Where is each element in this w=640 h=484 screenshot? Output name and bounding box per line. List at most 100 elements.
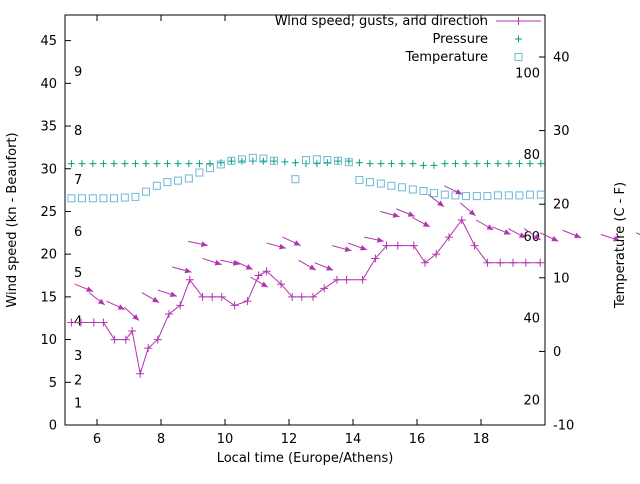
temperature-marker bbox=[131, 192, 140, 201]
pressure-marker bbox=[430, 161, 438, 169]
pressure-marker bbox=[78, 160, 86, 168]
beaufort-scale-label: 9 bbox=[74, 65, 82, 80]
pressure-marker bbox=[313, 160, 321, 168]
wind-direction-arrowhead bbox=[245, 264, 253, 270]
pressure-marker bbox=[238, 157, 246, 165]
wind-speed-marker bbox=[470, 241, 479, 250]
x-tick-label: 6 bbox=[93, 432, 101, 447]
wind-speed-marker bbox=[445, 233, 453, 242]
wind-speed-marker bbox=[297, 292, 306, 301]
legend-label-wind: Wind speed, gusts, and direction bbox=[275, 14, 488, 29]
temperature-marker bbox=[323, 156, 332, 165]
temperature-marker bbox=[216, 160, 225, 169]
wind-speed-marker bbox=[536, 258, 545, 267]
wind-speed-marker bbox=[262, 267, 271, 276]
x-tick-label: 12 bbox=[281, 432, 298, 447]
wind-speed-marker bbox=[185, 275, 194, 284]
pressure-marker bbox=[89, 160, 97, 168]
x-axis-label: Local time (Europe/Athens) bbox=[217, 451, 394, 466]
temperature-marker bbox=[77, 194, 86, 203]
temperature-marker bbox=[483, 192, 492, 201]
legend-sample-square bbox=[514, 53, 523, 61]
temperature-marker bbox=[451, 191, 460, 200]
wind-speed-marker bbox=[165, 309, 173, 318]
wind-speed-marker bbox=[254, 271, 263, 280]
pressure-marker bbox=[185, 160, 193, 168]
wind-direction-arrowhead bbox=[184, 267, 192, 274]
temperature-marker bbox=[152, 181, 161, 190]
wind-speed-marker bbox=[153, 335, 162, 344]
pressure-marker bbox=[99, 160, 107, 168]
wind-speed-marker bbox=[509, 258, 517, 267]
x-tick-label: 8 bbox=[157, 432, 165, 447]
wind-speed-marker bbox=[99, 318, 108, 327]
wind-direction-arrowhead bbox=[422, 221, 430, 227]
wind-speed-marker bbox=[243, 297, 252, 306]
x-tick-label: 16 bbox=[409, 432, 426, 447]
pressure-marker bbox=[473, 160, 481, 168]
temperature-marker bbox=[163, 178, 172, 187]
fahrenheit-scale-label: 80 bbox=[523, 148, 540, 163]
pressure-marker bbox=[366, 160, 374, 168]
pressure-marker bbox=[291, 159, 299, 167]
y-right-tick-label: 0 bbox=[553, 345, 561, 360]
temperature-marker bbox=[237, 155, 246, 164]
temperature-marker bbox=[312, 155, 321, 164]
temperature-marker bbox=[333, 156, 342, 165]
y-left-tick-label: 0 bbox=[49, 419, 57, 434]
pressure-marker bbox=[323, 159, 331, 167]
wind-speed-marker bbox=[176, 301, 185, 310]
pressure-marker bbox=[505, 160, 513, 168]
wind-direction-arrowhead bbox=[293, 240, 301, 246]
temperature-marker bbox=[227, 156, 236, 165]
pressure-marker bbox=[441, 160, 449, 168]
pressure-marker bbox=[537, 160, 545, 168]
x-tick-label: 14 bbox=[345, 432, 362, 447]
wind-speed-marker bbox=[393, 241, 402, 250]
y-left-tick-label: 45 bbox=[40, 34, 57, 49]
pressure-marker bbox=[121, 160, 129, 168]
pressure-marker bbox=[483, 160, 491, 168]
wind-direction-arrowhead bbox=[613, 236, 621, 242]
wind-direction-arrowhead bbox=[117, 304, 125, 310]
pressure-marker bbox=[494, 160, 502, 168]
pressure-marker bbox=[387, 160, 395, 168]
pressure-marker bbox=[174, 160, 182, 168]
beaufort-scale-label: 6 bbox=[74, 225, 82, 240]
wind-direction-arrowhead bbox=[437, 200, 444, 207]
pressure-marker bbox=[355, 159, 363, 167]
wind-direction-arrowhead bbox=[360, 245, 367, 251]
wind-speed-marker bbox=[333, 275, 341, 284]
temperature-marker bbox=[515, 191, 524, 200]
wind-speed-marker bbox=[230, 301, 239, 310]
temperature-marker bbox=[67, 194, 76, 203]
beaufort-scale-label: 5 bbox=[74, 266, 82, 281]
temperature-marker bbox=[173, 176, 182, 185]
pressure-marker bbox=[259, 157, 267, 165]
wind-direction-arrowhead bbox=[326, 265, 334, 271]
temperature-marker bbox=[504, 191, 513, 200]
temperature-marker bbox=[387, 181, 396, 190]
wind-direction-arrowhead bbox=[574, 232, 582, 238]
beaufort-scale-label: 1 bbox=[74, 397, 82, 412]
wind-direction-arrowhead bbox=[152, 296, 160, 303]
wind-speed-marker bbox=[217, 292, 226, 301]
y-left-axis-label: Wind speed (kn - Beaufort) bbox=[5, 132, 20, 307]
temperature-marker bbox=[301, 156, 310, 165]
pressure-marker bbox=[153, 160, 161, 168]
wind-direction-arrowhead bbox=[344, 246, 352, 252]
wind-speed-marker bbox=[128, 327, 137, 336]
y-left-tick-label: 5 bbox=[49, 376, 57, 391]
y-right-tick-label: 30 bbox=[553, 124, 570, 139]
wind-speed-marker bbox=[342, 275, 351, 284]
legend-label-pressure: Pressure bbox=[432, 32, 488, 47]
temperature-marker bbox=[536, 190, 545, 199]
pressure-marker bbox=[110, 160, 118, 168]
wind-direction-arrowhead bbox=[169, 291, 177, 297]
y-left-tick-label: 30 bbox=[40, 162, 57, 177]
temperature-marker bbox=[419, 186, 428, 195]
wind-direction-arrowhead bbox=[551, 235, 559, 242]
wind-direction-arrowhead bbox=[308, 264, 316, 271]
x-tick-label: 10 bbox=[217, 432, 234, 447]
